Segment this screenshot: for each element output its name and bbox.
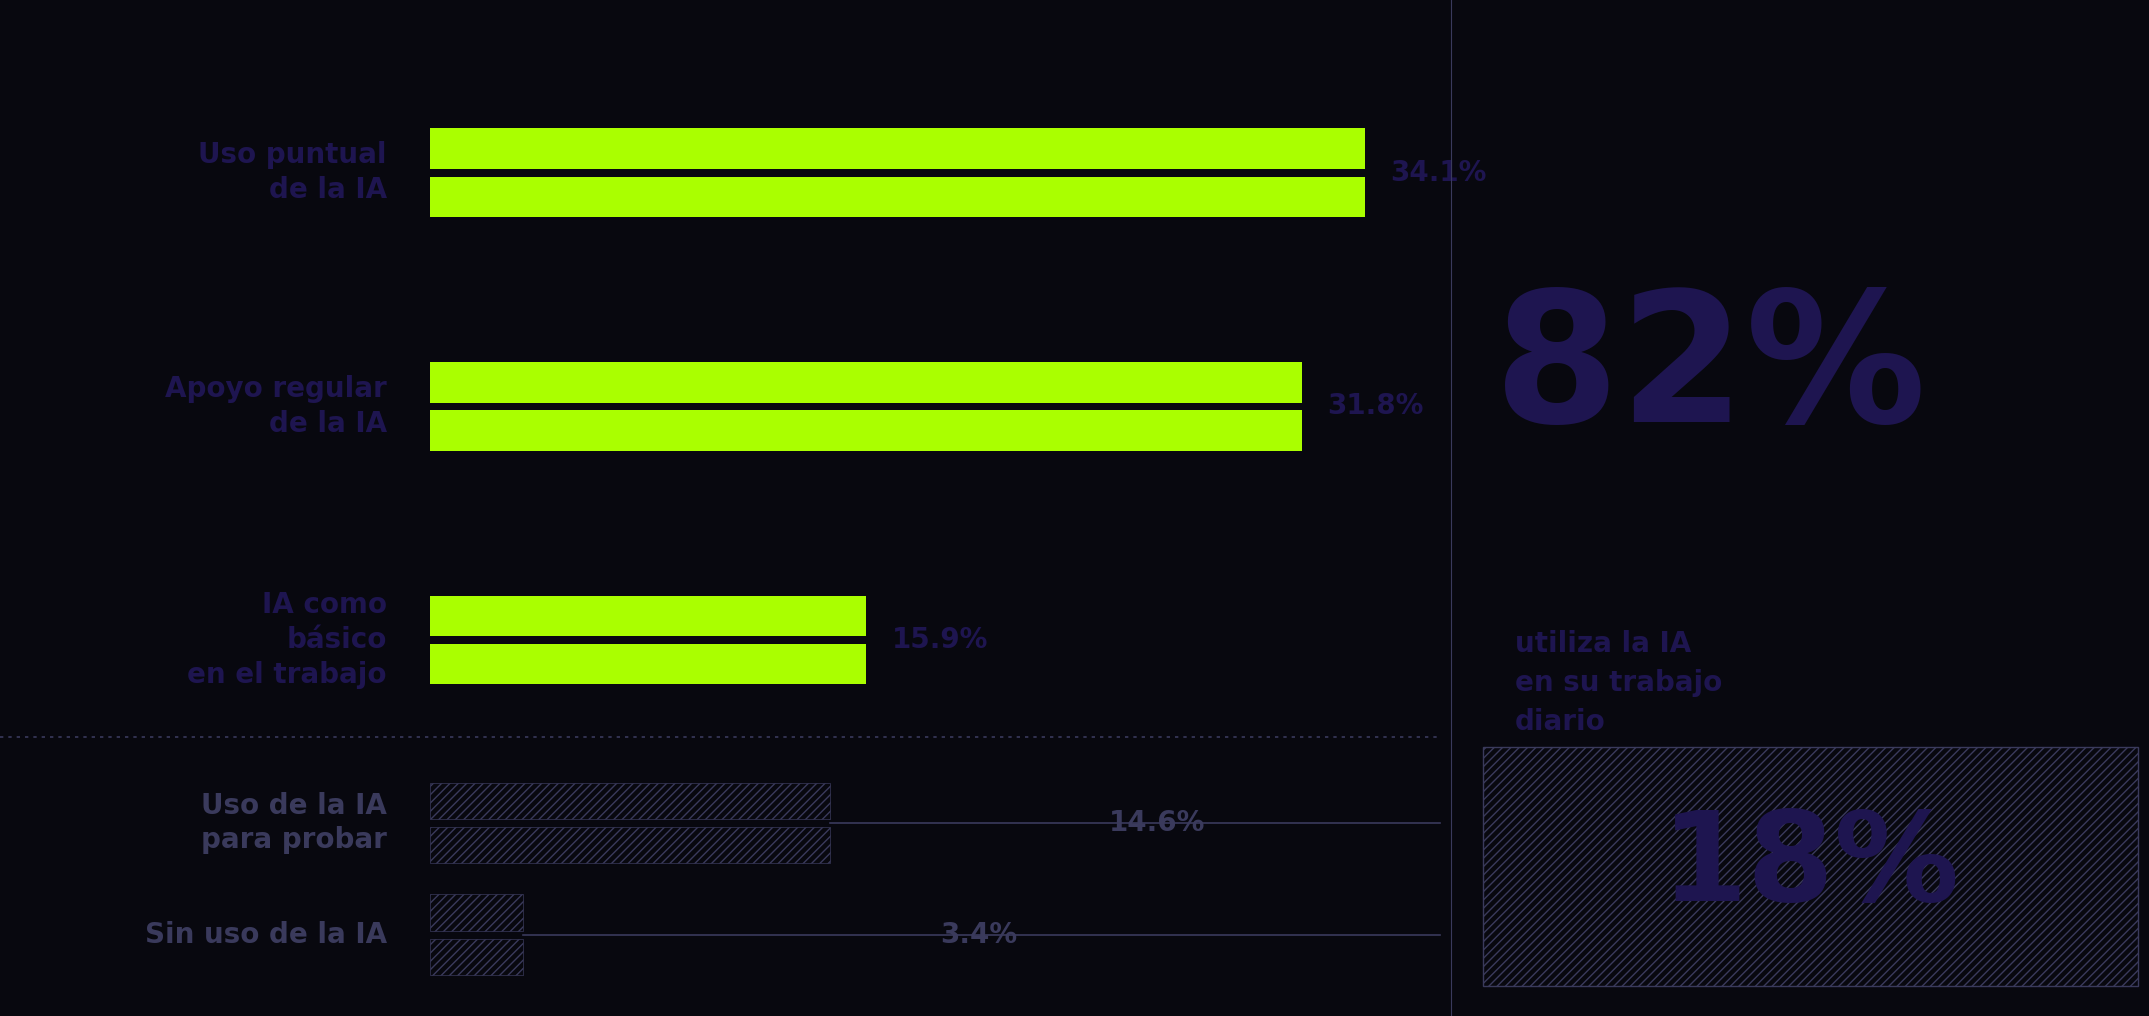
Bar — [430, 894, 522, 931]
Text: IA como
básico
en el trabajo: IA como básico en el trabajo — [187, 591, 387, 689]
Text: 14.6%: 14.6% — [1109, 809, 1206, 837]
Bar — [430, 128, 1365, 169]
Bar — [430, 595, 866, 636]
Text: Apoyo regular
de la IA: Apoyo regular de la IA — [165, 375, 387, 438]
Text: 15.9%: 15.9% — [892, 626, 989, 654]
Bar — [430, 177, 1365, 217]
Bar — [430, 939, 522, 975]
Bar — [430, 782, 830, 819]
Text: utiliza la IA
en su trabajo
diario: utiliza la IA en su trabajo diario — [1515, 630, 1721, 736]
Text: 18%: 18% — [1661, 806, 1960, 927]
Text: Uso puntual
de la IA: Uso puntual de la IA — [198, 141, 387, 204]
Bar — [430, 410, 1302, 451]
Text: 34.1%: 34.1% — [1390, 158, 1487, 187]
Bar — [1483, 747, 2138, 986]
Bar — [430, 362, 1302, 402]
Text: 31.8%: 31.8% — [1328, 392, 1425, 421]
Text: Uso de la IA
para probar: Uso de la IA para probar — [202, 791, 387, 854]
Text: 82%: 82% — [1494, 284, 1926, 460]
Bar — [430, 827, 830, 864]
Bar — [430, 644, 866, 685]
Text: 3.4%: 3.4% — [941, 920, 1016, 949]
Text: Sin uso de la IA: Sin uso de la IA — [144, 920, 387, 949]
